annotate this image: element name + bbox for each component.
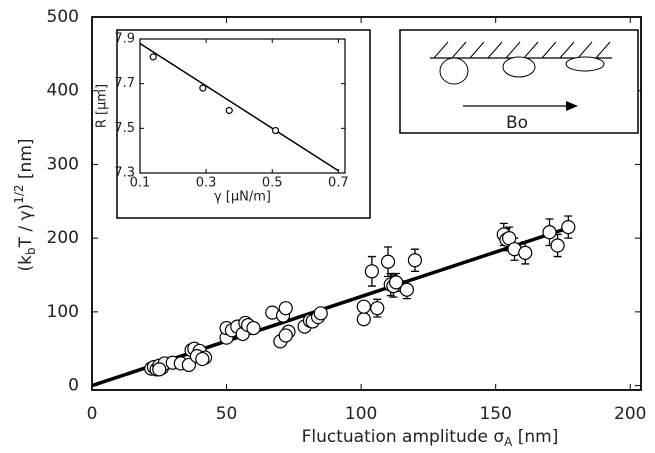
point <box>550 238 565 253</box>
point <box>399 282 414 297</box>
point <box>561 219 576 235</box>
diagram-frame <box>399 29 639 134</box>
x-tick-label: 0.5 <box>262 176 283 191</box>
x-tick-label: 50 <box>216 404 238 424</box>
point <box>181 357 196 373</box>
point <box>199 84 207 92</box>
axes-frame <box>91 16 642 391</box>
y-axis-label: R [μm] <box>95 84 110 128</box>
point <box>356 299 371 314</box>
y-tick-label: 300 <box>47 154 79 174</box>
y-tick-label: 7.5 <box>114 121 135 136</box>
x-label-main: Fluctuation amplitude σ <box>302 427 505 447</box>
x-tick-label: 0 <box>87 404 98 424</box>
point <box>246 320 261 336</box>
y-label-b: T / γ) <box>16 204 36 249</box>
y-tick-label: 7.3 <box>114 166 135 181</box>
point <box>370 301 385 316</box>
x-tick-label: 0.7 <box>328 176 349 191</box>
y-tick-label: 7.7 <box>114 76 135 91</box>
point <box>364 264 379 279</box>
x-tick-label: 0.1 <box>130 176 151 191</box>
point <box>407 253 423 268</box>
axes-frame <box>139 38 346 174</box>
point <box>271 126 280 135</box>
diagram-label: Bo <box>506 113 528 133</box>
x-tick-label: 0.3 <box>196 176 217 191</box>
x-label-sub: A <box>504 435 513 449</box>
y-tick-label: 7.9 <box>114 32 135 47</box>
x-axis-label: Fluctuation amplitude σA [nm] <box>302 427 559 449</box>
y-tick-label: 200 <box>47 228 79 248</box>
point <box>225 106 233 115</box>
y-axis-label: (kbT / γ)1/2 [nm] <box>12 138 38 271</box>
diagram: Bo <box>399 29 639 134</box>
point <box>389 275 404 290</box>
point <box>278 301 293 316</box>
droplet <box>565 56 605 72</box>
arrow-head <box>566 101 578 111</box>
point <box>195 351 210 367</box>
y-label-unit: [nm] <box>16 138 36 184</box>
point <box>152 362 167 377</box>
x-tick-label: 100 <box>345 404 377 424</box>
inset-frame <box>116 29 371 219</box>
droplet <box>439 57 469 85</box>
y-tick-label: 400 <box>47 81 79 101</box>
x-axis-label: γ [μN/m] <box>214 190 271 205</box>
point <box>380 254 396 269</box>
x-label-unit: [nm] <box>512 427 558 447</box>
y-label-a: (k <box>16 255 36 272</box>
point <box>542 225 557 240</box>
point <box>278 328 293 343</box>
hatch <box>433 41 611 59</box>
x-tick-label: 150 <box>479 404 511 424</box>
y-label-sup: 1/2 <box>12 184 26 203</box>
y-tick-label: 0 <box>68 376 79 396</box>
y-label-sub: b <box>24 247 38 255</box>
droplet <box>502 56 536 78</box>
y-tick-label: 500 <box>47 7 79 27</box>
point <box>356 312 371 327</box>
x-tick-label: 200 <box>614 404 646 424</box>
point <box>518 245 533 260</box>
axes: 0.1 0.3 0.5 0.7 7.3 7.5 7.7 7.9 γ [μN/m] R [μm] <box>95 29 371 219</box>
axes: 0 50 100 150 200 0 100 200 300 400 500 <box>47 7 647 424</box>
point <box>149 53 157 61</box>
y-tick-label: 100 <box>47 302 79 322</box>
point <box>313 306 328 321</box>
fit-line <box>139 42 339 172</box>
